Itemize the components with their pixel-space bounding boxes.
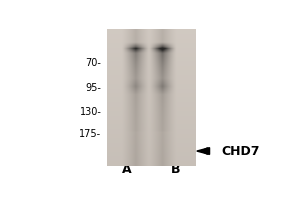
Text: 95-: 95-: [85, 83, 101, 93]
Text: 175-: 175-: [79, 129, 101, 139]
Text: CHD7: CHD7: [221, 145, 260, 158]
Text: B: B: [171, 163, 181, 176]
Text: 130-: 130-: [80, 107, 101, 117]
Text: 70-: 70-: [85, 58, 101, 68]
Polygon shape: [197, 148, 210, 154]
Text: A: A: [122, 163, 132, 176]
